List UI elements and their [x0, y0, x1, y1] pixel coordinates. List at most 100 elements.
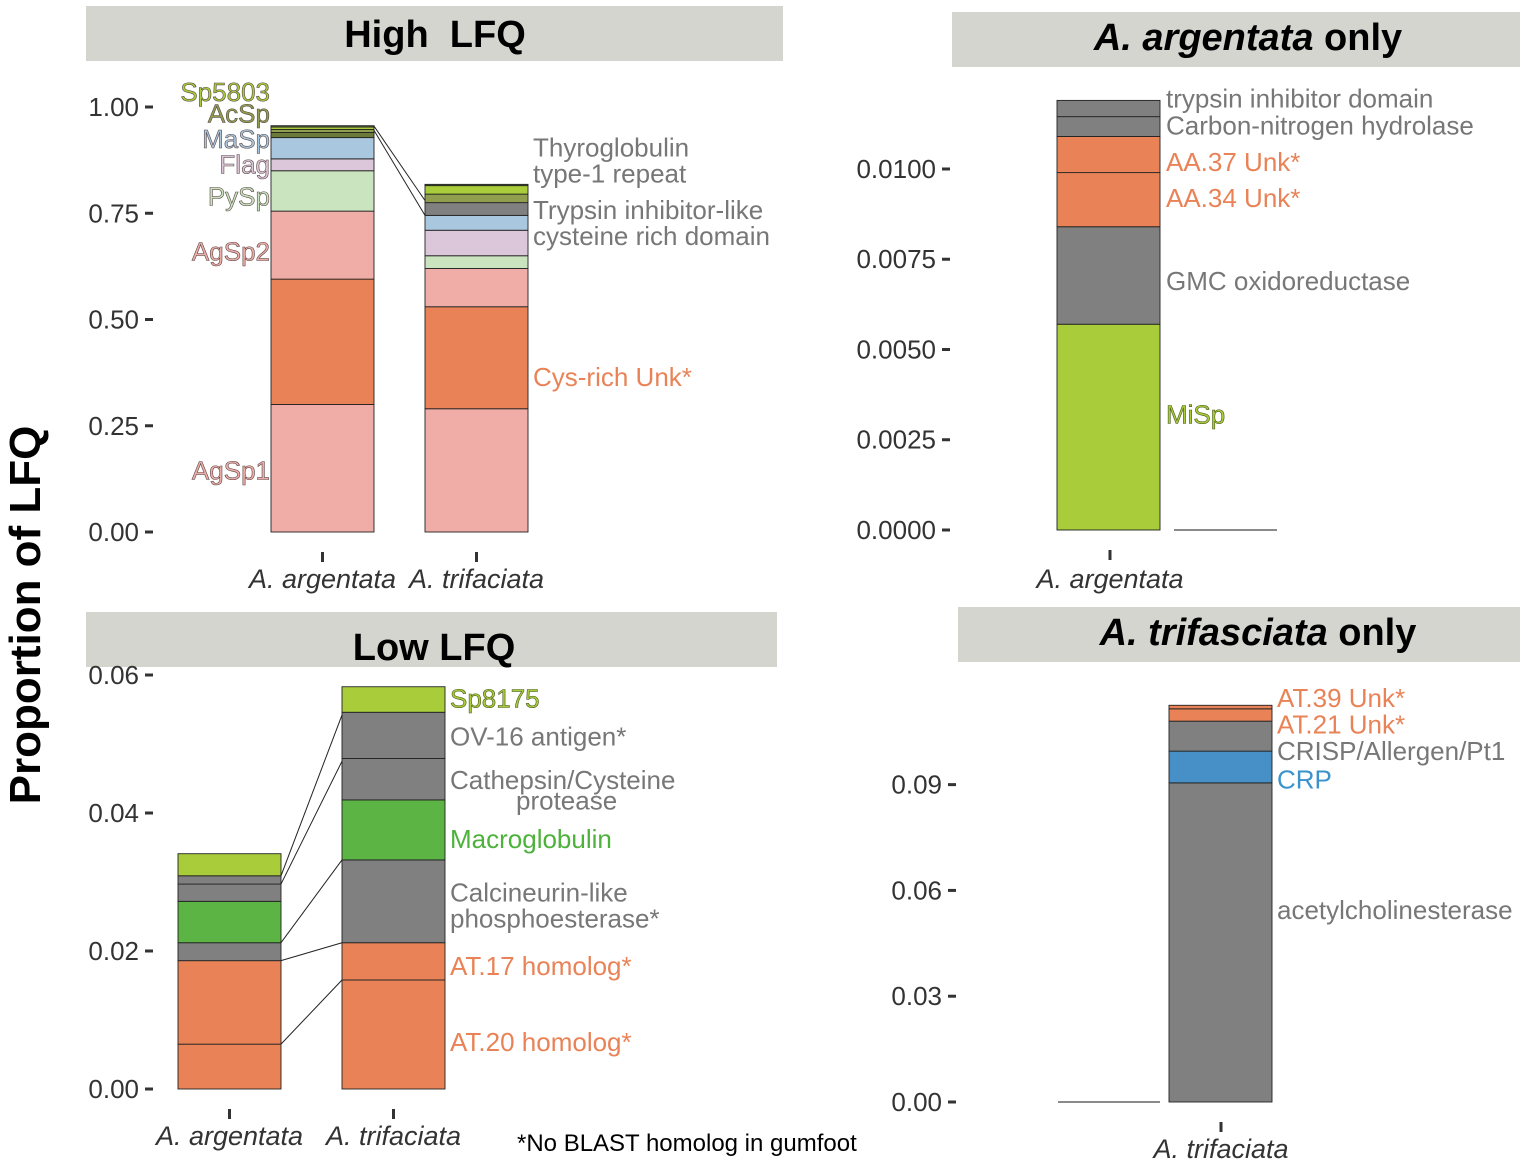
strip-low — [86, 612, 777, 667]
title-argentata: A. argentata only — [1093, 17, 1402, 59]
title-high: High LFQ — [344, 14, 526, 56]
title-trifasciata-species: A. trifasciata — [1099, 612, 1328, 654]
y-tick-label: 0.50 — [88, 305, 139, 335]
title-argentata-species: A. argentata — [1093, 17, 1314, 59]
bar-segment — [424, 183, 529, 187]
bar-segment — [270, 210, 375, 280]
bar-segment — [424, 229, 529, 257]
title-low: Low LFQ — [353, 627, 516, 669]
y-tick-label: 0.0000 — [856, 515, 936, 545]
segment-label: AA.37 Unk* — [1166, 147, 1300, 177]
bar-segment — [424, 268, 529, 308]
segment-label: AT.20 homolog* — [450, 1027, 632, 1057]
bar-segment — [270, 158, 375, 172]
bar-segment — [341, 711, 446, 759]
bar-segment — [270, 278, 375, 405]
connector-line — [280, 979, 343, 1045]
segment-label: phosphoesterase* — [450, 904, 660, 934]
y-tick-label: 0.00 — [88, 1074, 139, 1104]
y-tick-label: 0.0075 — [856, 244, 936, 274]
bar-segment — [341, 859, 446, 944]
bar-segment — [1056, 136, 1161, 174]
bar-segment — [270, 404, 375, 533]
connector-line — [373, 130, 426, 216]
y-axis-label: Proportion of LFQ — [1, 426, 50, 805]
bar-segment — [270, 137, 375, 160]
x-category-label: A. trifaciata — [324, 1121, 461, 1151]
segment-label: Macroglobulin — [450, 824, 612, 854]
segment-label: type-1 repeat — [533, 159, 687, 189]
bar-segment — [177, 942, 282, 962]
y-tick-label: 0.03 — [891, 981, 942, 1011]
segment-label: AT.17 homolog* — [450, 951, 632, 981]
bar-segment — [1056, 172, 1161, 228]
y-tick-label: 0.25 — [88, 411, 139, 441]
panel-low-lfq: 0.00 0.02 0.04 0.06 A. argentata A. trifaciat… — [88, 660, 675, 1151]
segment-label: cysteine rich domain — [533, 221, 770, 251]
x-category-label: A. argentata — [154, 1121, 303, 1151]
bar-segment — [424, 185, 529, 195]
segment-label: Thyroglobulin — [533, 132, 689, 162]
bar-segment — [177, 1043, 282, 1090]
strip-argentata — [952, 12, 1520, 67]
bar-segment — [177, 900, 282, 944]
segment-label: AA.34 Unk* — [1166, 183, 1300, 213]
segment-label: MiSp — [1166, 399, 1225, 429]
connector-line — [280, 942, 343, 962]
bar-segment — [341, 758, 446, 801]
segment-label: PySp — [208, 181, 270, 211]
segment-label: Calcineurin-like — [450, 877, 628, 907]
segment-label: Cys-rich Unk* — [533, 362, 692, 392]
bar-segment — [341, 686, 446, 713]
x-category-label: A. argentata — [1034, 564, 1183, 594]
y-tick-label: 0.0100 — [856, 154, 936, 184]
bar-segment — [424, 202, 529, 216]
bar-segment — [424, 214, 529, 231]
segment-label: AT.39 Unk* — [1277, 683, 1405, 713]
connector-line — [280, 859, 343, 944]
panel-high-lfq: 0.00 0.25 0.50 0.75 1.00 A. argentata A. trifa… — [88, 77, 770, 594]
bar-segment — [177, 960, 282, 1045]
bar-segment — [424, 408, 529, 533]
x-category-label: A. trifaciata — [1151, 1134, 1288, 1164]
bar-segment — [270, 170, 375, 212]
bar-segment — [177, 875, 282, 885]
connector-line — [280, 761, 343, 885]
y-tick-label: 1.00 — [88, 92, 139, 122]
panel-trifasciata-only: 0.00 0.03 0.06 0.09 A. trifaciata AT.39 Unk*A… — [891, 683, 1512, 1164]
bar-segment — [177, 883, 282, 902]
x-category-label: A. trifaciata — [407, 564, 544, 594]
y-tick-label: 0.04 — [88, 798, 139, 828]
y-tick-label: 0.0050 — [856, 334, 936, 364]
bar-segment — [1056, 323, 1161, 531]
bar-segment — [424, 193, 529, 204]
bar-segment — [1168, 708, 1273, 722]
title-argentata-suffix: only — [1313, 17, 1402, 59]
bar-segment — [1168, 720, 1273, 752]
segment-label: MaSp — [202, 124, 270, 154]
segment-label: AcSp — [208, 98, 270, 128]
bar-segment — [270, 132, 375, 139]
segment-label: trypsin inhibitor domain — [1166, 84, 1433, 114]
bar-segment — [424, 306, 529, 410]
title-trifasciata: A. trifasciata only — [1099, 612, 1417, 654]
y-tick-label: 0.06 — [88, 660, 139, 690]
bar-segment — [1168, 750, 1273, 784]
panel-argentata-only: 0.0000 0.0025 0.0050 0.0075 0.0100 A. argenta… — [856, 84, 1473, 594]
bar-segment — [341, 799, 446, 861]
strip-high — [86, 6, 783, 61]
bar-segment — [1168, 782, 1273, 1103]
segment-label: Flag — [219, 149, 270, 179]
bar-segment — [270, 125, 375, 128]
connector-line — [280, 714, 343, 876]
segment-label: Sp5803 — [180, 77, 270, 107]
y-tick-label: 0.00 — [88, 517, 139, 547]
strip-trifasciata — [958, 607, 1520, 662]
x-category-label: A. argentata — [247, 564, 396, 594]
segment-label: AgSp2 — [192, 237, 270, 267]
segment-label: AgSp1 — [192, 455, 270, 485]
segment-label: Carbon-nitrogen hydrolase — [1166, 111, 1474, 141]
footnote: *No BLAST homolog in gumfoot — [517, 1130, 857, 1157]
segment-label: CRISP/Allergen/Pt1 — [1277, 736, 1505, 766]
